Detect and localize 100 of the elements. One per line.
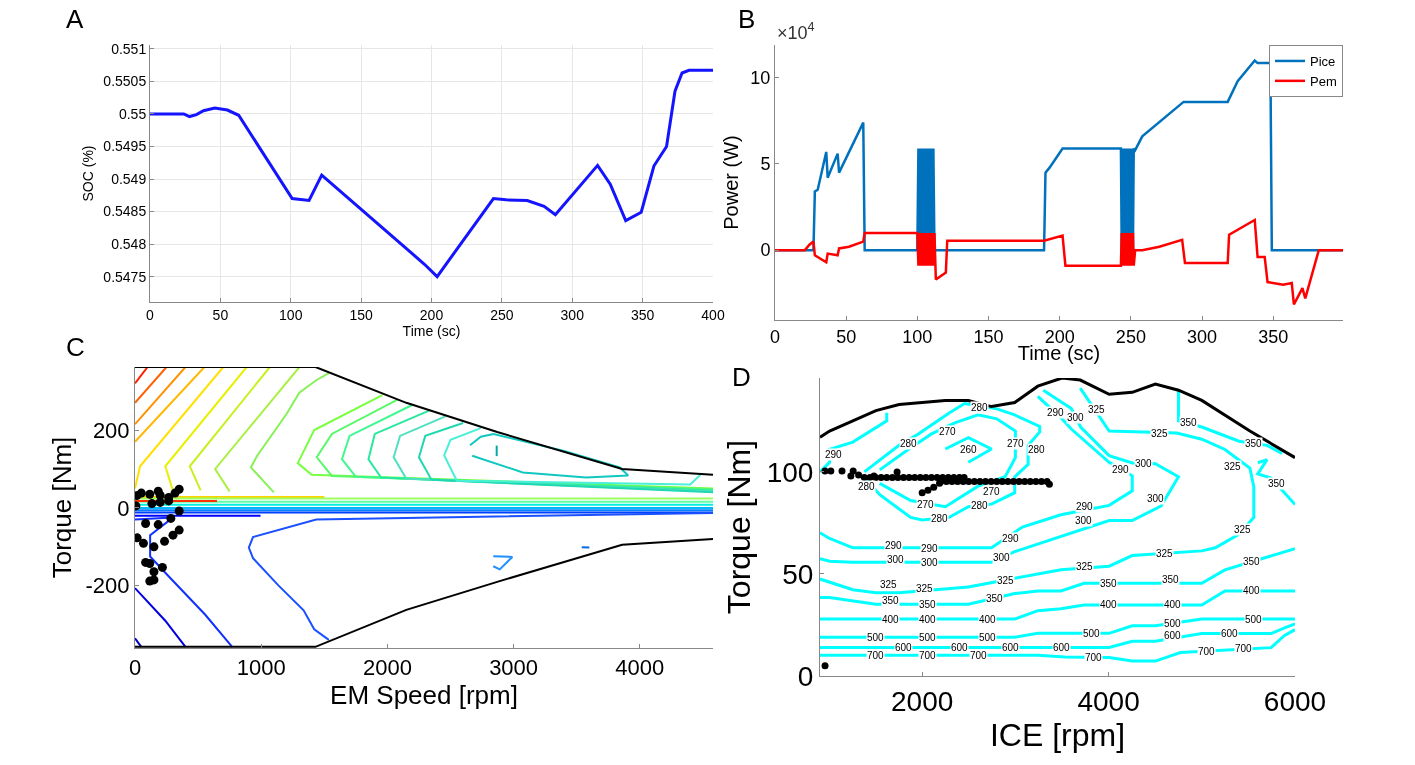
annotation: 325 [916,583,934,594]
annotation: 300 [1147,493,1165,504]
x-tick-label: 400 [701,306,725,323]
y-axis-title: SOC (%) [79,145,96,202]
annotation: 290 [1112,464,1130,475]
annotation: 270 [983,486,1001,497]
annotation: 350 [986,593,1004,604]
annotation: 400 [979,614,997,625]
y-tick-label: 50 [782,558,814,590]
annotation: 700 [1198,646,1216,657]
annotation: 325 [880,579,898,590]
annotation: 600 [1221,628,1239,639]
x-tick-label: 100 [902,326,933,347]
annotation: 325 [1076,561,1094,572]
annotation: 290 [825,449,843,460]
x-tick-label: 150 [973,326,1004,347]
annotation: 280 [858,481,876,492]
annotation: 700 [970,650,988,661]
x-tick-label: 2000 [362,655,412,681]
x-tick-label: 3000 [489,655,539,681]
annotation: 270 [939,426,957,437]
annotation: 600 [895,642,913,653]
chart-title: D [732,362,751,393]
annotation: 500 [979,632,997,643]
y-tick-label: 0.5495 [103,138,147,155]
x-tick-label: 1000 [236,655,286,681]
annotation: 300 [993,552,1011,563]
annotation: 500 [919,632,937,643]
x-tick-label: 150 [349,306,374,323]
annotation: 500 [1083,628,1101,639]
x-tick-label: 2000 [891,685,954,717]
x-tick-label: 100 [279,306,303,323]
text: ×10$^{4}$ [777,20,815,43]
annotation: 260 [960,444,978,455]
annotation: 350 [1100,578,1118,589]
y-tick-label: 0 [760,240,771,261]
chart-title: A [66,4,84,35]
annotation: 270 [917,499,935,510]
annotation: 300 [1067,412,1085,423]
annotation: 400 [919,614,937,625]
legend-label: Pice [1310,54,1336,70]
annotation: 280 [900,438,918,449]
annotation: 600 [1053,642,1071,653]
annotation: 325 [1234,524,1252,535]
annotation: 325 [1088,404,1106,415]
annotation: 700 [919,650,937,661]
x-axis-title: ICE [rpm] [989,716,1126,753]
x-axis-title: Time (sc) [1017,342,1101,364]
annotation: 290 [921,543,939,554]
y-tick-label: 0.5475 [103,268,147,285]
y-axis-title: Torque [Nm] [720,439,757,615]
y-tick-label: 0.5485 [103,203,147,220]
annotation: 600 [951,642,969,653]
legend-label: Pem [1310,73,1337,89]
x-tick-label: 350 [630,306,655,323]
annotation: 300 [1135,458,1153,469]
x-tick-label: 50 [212,306,229,323]
x-tick-label: 4000 [1077,685,1140,717]
annotation: 300 [921,557,939,568]
y-tick-label: 5 [760,154,771,175]
y-tick-label: 0.549 [111,170,147,187]
annotation: 700 [867,650,885,661]
x-axis-title: Time (sc) [402,322,461,339]
x-tick-label: 250 [490,306,514,323]
y-tick-label: 0.551 [111,40,147,57]
annotation: 280 [931,513,949,524]
annotation: 600 [1164,630,1182,641]
annotation: 600 [1002,642,1020,653]
annotation: 350 [1245,438,1263,449]
x-tick-label: 250 [1115,326,1146,347]
chart-title: B [738,4,756,35]
y-tick-label: 0.548 [111,235,147,252]
x-tick-label: 350 [1258,326,1289,347]
y-axis-title: Torque [Nm] [46,436,77,579]
annotation: 290 [885,540,903,551]
annotation: 350 [919,599,937,610]
annotation: 350 [1162,574,1180,585]
y-tick-label: -200 [85,573,130,599]
annotation: 400 [1164,599,1182,610]
annotation: 500 [867,632,885,643]
x-axis-title: EM Speed [rpm] [330,680,518,711]
annotation: 290 [1002,533,1020,544]
annotation: 400 [1100,599,1118,610]
x-tick-label: 6000 [1263,685,1327,717]
annotation: 350 [1268,478,1286,489]
y-tick-label: 0 [117,495,130,521]
annotation: 400 [882,614,900,625]
annotation: 500 [1245,614,1263,625]
annotation: 400 [1243,585,1261,596]
annotation: 325 [1156,548,1174,559]
annotation: 290 [1047,407,1065,418]
annotation: 325 [1224,461,1242,472]
y-axis-title: Power (W) [719,135,742,230]
annotation: 300 [1075,515,1093,526]
chart-title: C [66,332,85,363]
y-tick-label: 0.5505 [103,73,147,90]
annotation: 500 [1164,618,1182,629]
annotation: 280 [1028,444,1046,455]
x-tick-label: 50 [836,326,857,347]
annotation: 280 [971,402,989,413]
